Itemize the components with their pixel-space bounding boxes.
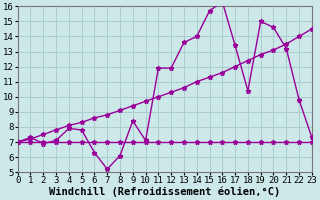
X-axis label: Windchill (Refroidissement éolien,°C): Windchill (Refroidissement éolien,°C) (49, 187, 280, 197)
